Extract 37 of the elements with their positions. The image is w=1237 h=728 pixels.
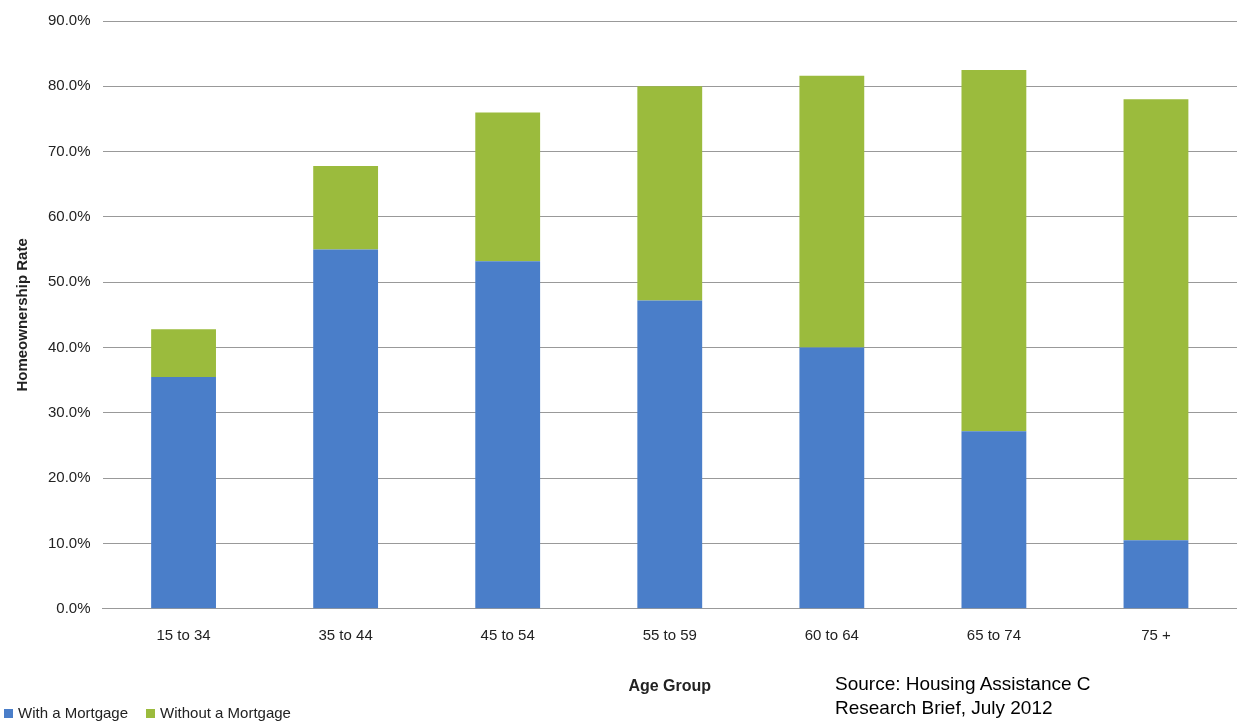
y-tick-label: 40.0%	[47, 337, 91, 355]
bar	[637, 300, 703, 609]
bar	[475, 112, 541, 262]
bar	[313, 249, 379, 609]
bar	[1123, 540, 1189, 609]
bar	[1123, 99, 1189, 541]
y-tick-label: 20.0%	[47, 468, 91, 486]
x-tick-label: 60 to 64	[804, 625, 859, 643]
bar	[151, 376, 216, 609]
y-tick-label: 30.0%	[47, 403, 91, 421]
y-tick-label: 70.0%	[47, 141, 91, 159]
y-tick-label: 10.0%	[47, 533, 91, 551]
source-note: Source: Housing Assistance C	[835, 672, 1091, 696]
y-axis-title: Homeownership Rate	[13, 238, 31, 392]
bar	[961, 431, 1027, 609]
legend-label: With a Mortgage	[17, 704, 129, 721]
bar	[151, 329, 216, 377]
y-tick-label: 80.0%	[47, 76, 91, 94]
text: Research Brief, July 2012	[835, 696, 1054, 720]
bar	[475, 261, 541, 609]
y-tick-label: 0.0%	[56, 598, 91, 616]
bar	[313, 165, 379, 250]
bar	[637, 86, 703, 301]
y-tick-label: 60.0%	[47, 207, 91, 225]
x-tick-label: 55 to 59	[642, 625, 697, 643]
x-tick-label: 15 to 34	[156, 625, 211, 643]
x-tick-label: 75 +	[1141, 625, 1172, 643]
y-tick-label: 90.0%	[47, 11, 91, 29]
bar	[799, 347, 865, 609]
x-tick-label: 35 to 44	[318, 625, 373, 643]
x-tick-label: 65 to 74	[966, 625, 1022, 643]
y-tick-label: 50.0%	[47, 272, 91, 290]
bar	[961, 69, 1027, 432]
x-axis-title: Age Group	[628, 676, 712, 694]
x-tick-label: 45 to 54	[480, 625, 535, 643]
bar	[799, 75, 865, 348]
legend-label: Without a Mortgage	[159, 704, 291, 721]
